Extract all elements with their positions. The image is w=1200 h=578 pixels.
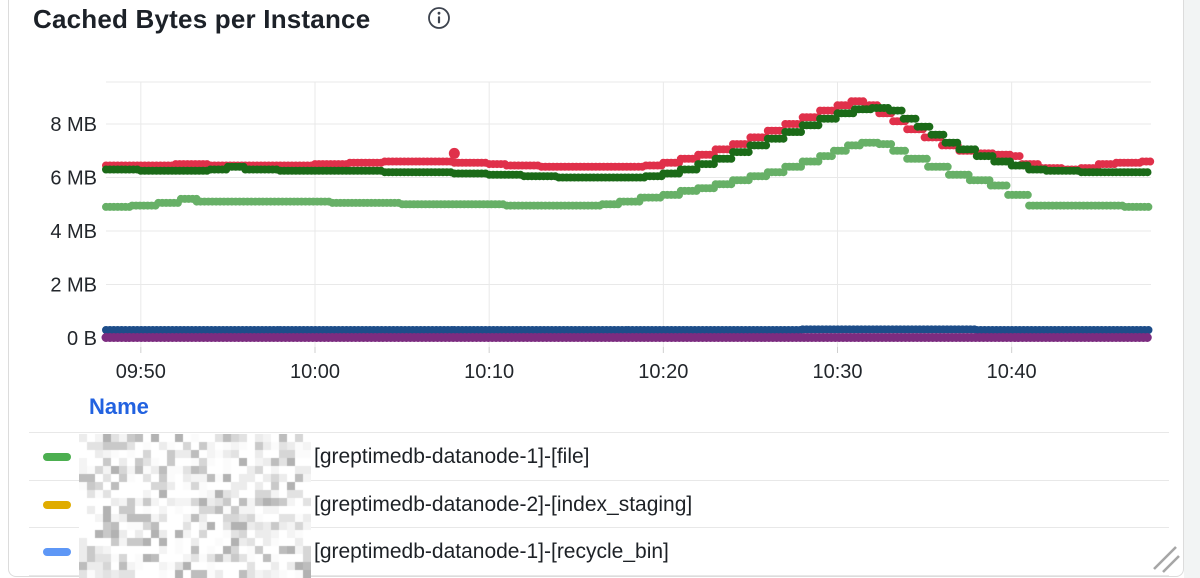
y-tick-label: 4 MB (50, 221, 97, 243)
legend-row-recycle-bin[interactable]: [greptimedb-datanode-1]-[recycle_bin] (9, 528, 1169, 575)
legend-row-file[interactable]: [greptimedb-datanode-1]-[file] (9, 433, 1169, 480)
page-background-strip (1184, 0, 1200, 578)
legend-header-name[interactable]: Name (89, 394, 149, 419)
y-tick-label: 6 MB (50, 168, 97, 190)
outlier-point (448, 147, 460, 159)
x-tick-label: 10:30 (812, 361, 862, 383)
panel-title: Cached Bytes per Instance (33, 4, 371, 34)
x-tick-label: 10:10 (464, 361, 514, 383)
divider (29, 527, 1169, 528)
info-icon[interactable] (427, 6, 451, 30)
legend-row-index-staging[interactable]: [greptimedb-datanode-2]-[index_staging] (9, 481, 1169, 528)
x-tick-label: 09:50 (116, 361, 166, 383)
series-navy-line (102, 325, 1155, 334)
legend-label: [greptimedb-datanode-1]-[recycle_bin] (314, 540, 669, 563)
legend-label: [greptimedb-datanode-1]-[file] (314, 445, 590, 468)
panel-card: Cached Bytes per Instance 8 MB 6 MB 4 MB 2 … (8, 0, 1185, 578)
y-tick-label: 2 MB (50, 275, 97, 297)
x-tick-label: 10:00 (290, 361, 340, 383)
divider (29, 575, 1169, 576)
divider (29, 432, 1169, 433)
series-light-green-line (102, 138, 1155, 211)
line-marker-icon (43, 548, 71, 556)
series-dark-green-line (102, 104, 1155, 182)
legend-label: [greptimedb-datanode-2]-[index_staging] (314, 493, 693, 516)
resize-handle-icon[interactable] (1149, 546, 1181, 574)
redacted-text-region (79, 434, 311, 578)
x-tick-label: 10:40 (987, 361, 1037, 383)
line-marker-icon (43, 453, 71, 461)
y-tick-label: 8 MB (50, 114, 97, 136)
line-marker-icon (43, 501, 71, 509)
x-tick-label: 10:20 (638, 361, 688, 383)
y-tick-label: 0 B (67, 328, 97, 350)
divider (29, 480, 1169, 481)
cached-bytes-chart[interactable]: 8 MB 6 MB 4 MB 2 MB 0 B 09:50 10:00 10:10 10:20 1… (9, 0, 1185, 392)
